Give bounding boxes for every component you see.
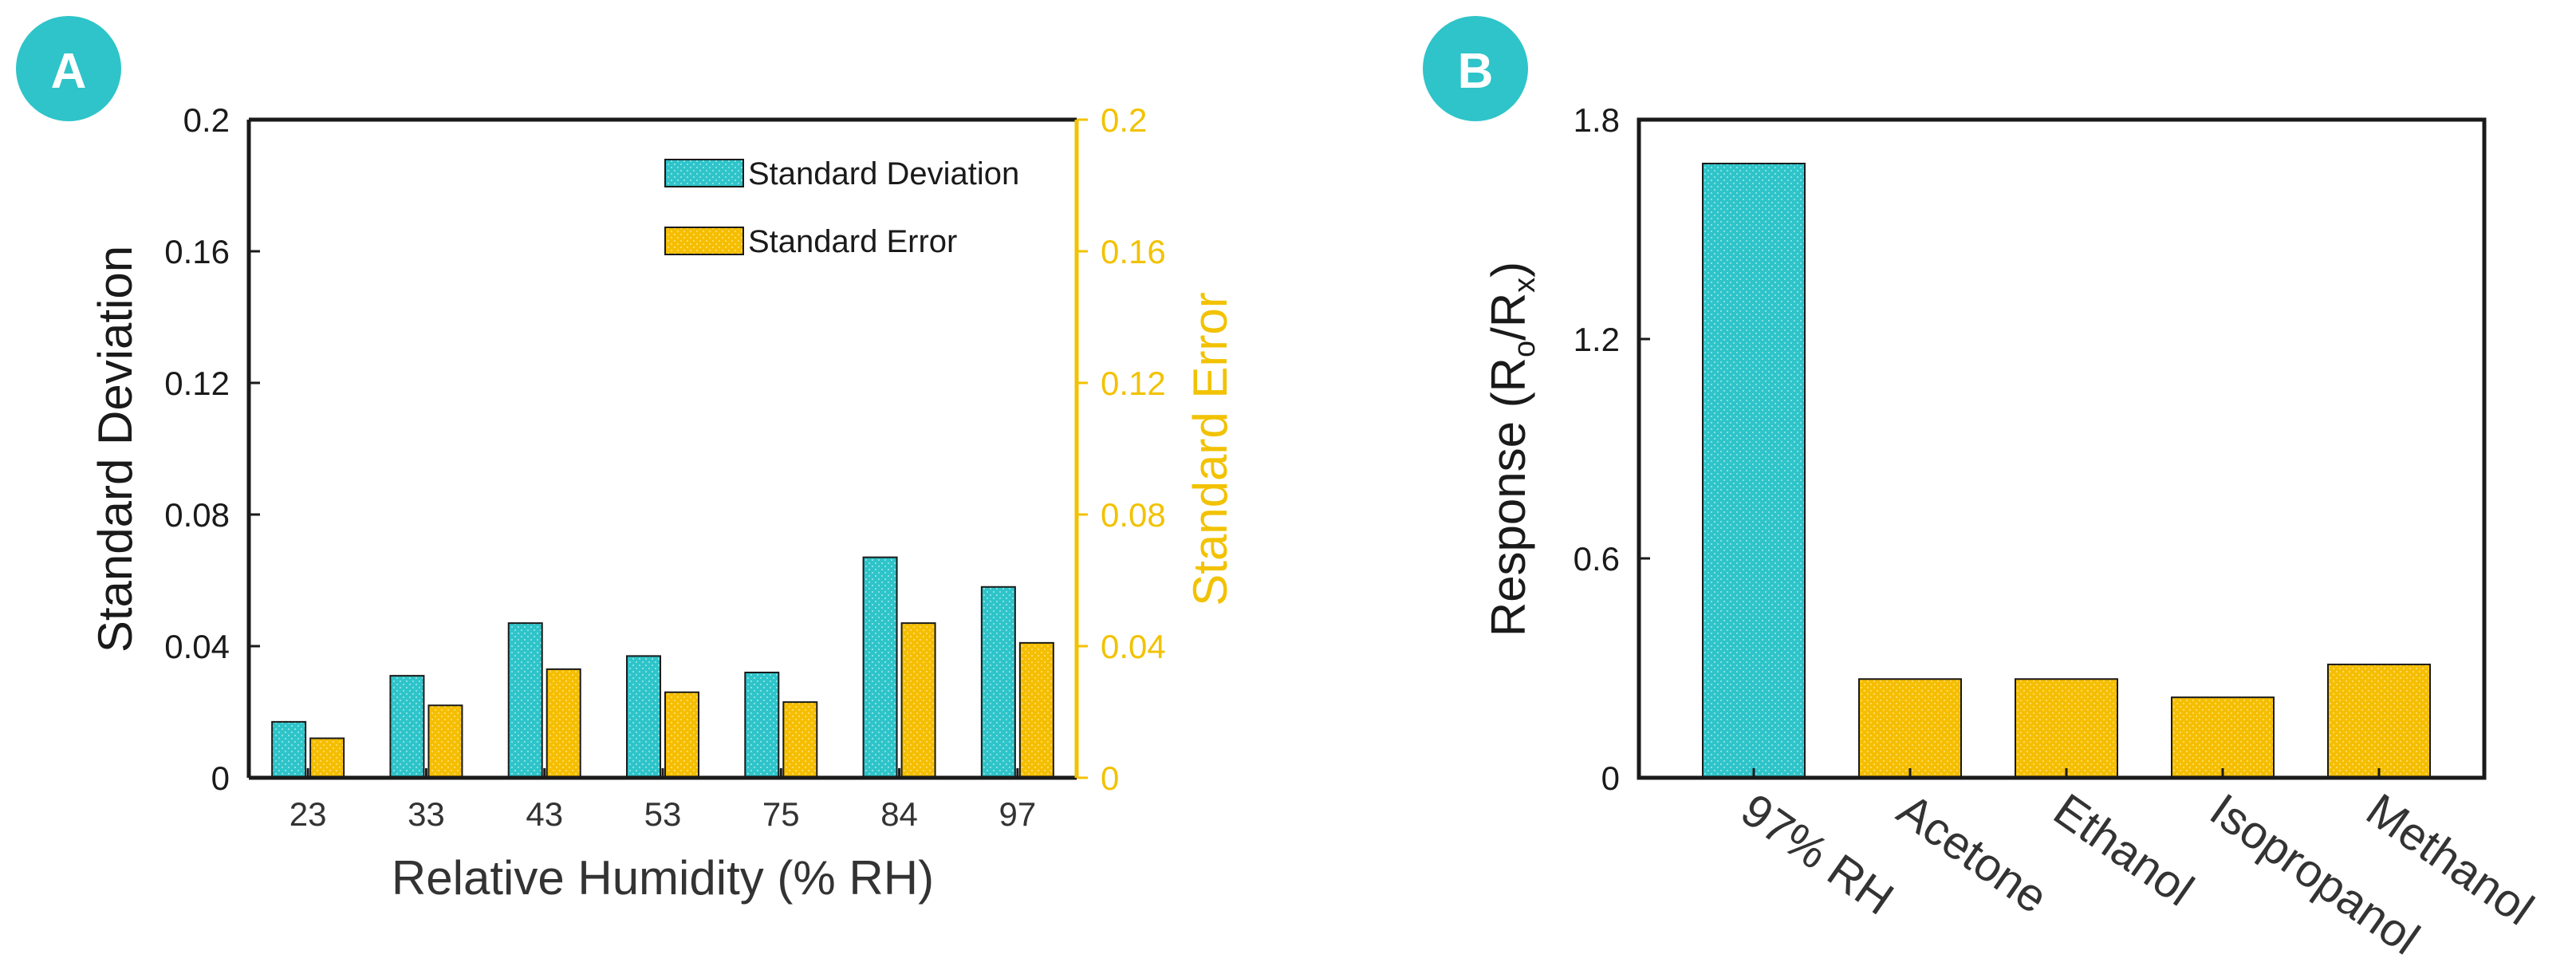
- panel-a-xtick-label: 43: [526, 795, 563, 833]
- bar-standard-error-23: [309, 737, 345, 779]
- bar-standard-error-97: [1018, 641, 1054, 779]
- panel-b-ylabel: Response (Ro/Rx): [1482, 262, 1542, 637]
- panel-b: B 00.61.21.897% RHAcetoneEthanolIsopropa…: [1423, 16, 2543, 965]
- panel-b-badge: B: [1423, 16, 1528, 121]
- bar-standard-deviation-84: [862, 556, 898, 779]
- bar-response-97-rh: [1702, 163, 1806, 779]
- panel-a-ytick-label-right: 0.2: [1101, 101, 1147, 139]
- legend-swatch-standard-error: [664, 227, 744, 255]
- panel-a-ytick-label-right: 0.08: [1101, 496, 1166, 534]
- panel-b-ylabel-end: ): [1482, 262, 1535, 278]
- panel-b-xtick-label: Ethanol: [2045, 783, 2203, 916]
- panel-a-badge-circle: [16, 16, 121, 121]
- panel-b-xtick-label: 97% RH: [1732, 783, 1903, 925]
- panel-a-legend: Standard Deviation Standard Error: [664, 156, 1019, 259]
- bar-standard-error-33: [427, 704, 463, 779]
- bar-response-acetone: [1858, 678, 1962, 779]
- panel-a-xtick-label: 33: [408, 795, 445, 833]
- panel-a-badge: A: [16, 16, 121, 121]
- panel-b-ylabel-sub-x: x: [1508, 278, 1542, 293]
- bar-standard-error-84: [900, 622, 936, 779]
- panel-a-ytick-label-right: 0.04: [1101, 628, 1166, 665]
- panel-b-axes-frame: [1637, 117, 2487, 780]
- panel-a-ytick-label-right: 0.12: [1101, 365, 1166, 402]
- panel-a-ytick-label-left: 0.2: [183, 101, 230, 139]
- bar-response-isopropanol: [2171, 696, 2275, 779]
- panel-a-ytick-label-left: 0.04: [164, 628, 230, 665]
- panel-a-ylabel-left: Standard Deviation: [89, 246, 142, 653]
- panel-a-ylabel-right: Standard Error: [1184, 292, 1237, 606]
- legend-swatch-standard-deviation: [664, 159, 744, 187]
- bar-response-methanol: [2327, 663, 2431, 779]
- panel-a-ytick-label-left: 0: [211, 759, 230, 797]
- bar-response-ethanol: [2015, 678, 2118, 779]
- panel-a-ytick-label-right: 0: [1101, 759, 1119, 797]
- panel-b-xtick-label: Acetone: [1889, 783, 2058, 923]
- panel-b-ytick-label: 1.8: [1574, 101, 1620, 139]
- panel-b-badge-label: B: [1458, 44, 1494, 99]
- panel-b-ylabel-sub-o: o: [1508, 341, 1542, 357]
- panel-b-ytick-label: 0: [1601, 759, 1620, 797]
- panel-b-ytick-label: 0.6: [1574, 540, 1620, 578]
- bar-standard-deviation-75: [744, 672, 780, 779]
- panel-a-badge-label: A: [51, 44, 87, 99]
- bar-standard-error-75: [782, 701, 818, 779]
- panel-b-ylabel-main: Response (R: [1482, 357, 1535, 637]
- panel-a-ytick-label-left: 0.12: [164, 365, 230, 402]
- legend-label-standard-error: Standard Error: [748, 224, 957, 259]
- panel-b-badge-circle: [1423, 16, 1528, 121]
- panel-a-xtick-label: 84: [880, 795, 918, 833]
- bar-standard-deviation-23: [271, 720, 307, 779]
- panel-a-ytick-label-right: 0.16: [1101, 233, 1166, 270]
- panel-a-xlabel: Relative Humidity (% RH): [392, 851, 934, 905]
- legend-label-standard-deviation: Standard Deviation: [748, 156, 1019, 191]
- panel-a-ytick-label-left: 0.16: [164, 233, 230, 270]
- panel-a-plot-area: 0 0.04 0.08 0.12 0.16 0.2 0 0.04 0.08 0.12 0.16 0.2…: [164, 101, 1166, 833]
- panel-a: A 00.040.080.120.160.200.040.080.120.160…: [16, 16, 1237, 905]
- panel-b-ytick-label: 1.2: [1574, 321, 1620, 358]
- panel-a-ytick-label-left: 0.08: [164, 496, 230, 534]
- panel-a-xtick-label: 53: [644, 795, 682, 833]
- panel-b-ylabel-mid: /R: [1482, 293, 1535, 341]
- panel-a-xtick-label: 75: [762, 795, 800, 833]
- panel-a-xtick-label: 23: [290, 795, 327, 833]
- bar-standard-deviation-97: [980, 586, 1016, 779]
- bar-standard-error-53: [664, 691, 699, 779]
- panel-b-plot-area: 00.61.21.897% RHAcetoneEthanolIsopropano…: [1574, 101, 2543, 965]
- bar-standard-deviation-33: [389, 675, 425, 779]
- panel-a-xtick-label: 97: [998, 795, 1036, 833]
- bar-standard-error-43: [546, 668, 581, 779]
- bar-standard-deviation-43: [507, 622, 543, 779]
- bar-standard-deviation-53: [626, 655, 661, 779]
